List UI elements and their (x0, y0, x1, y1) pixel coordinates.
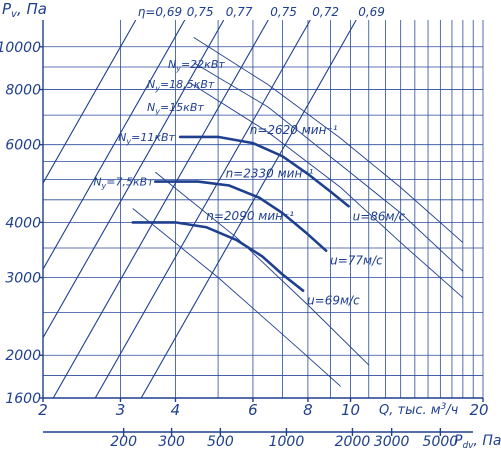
y-tick-label: 10000 (0, 40, 41, 56)
pdv-tick-label: 3000 (374, 434, 410, 450)
efficiency-label: 0,77 (226, 5, 253, 19)
x-tick-label: 2 (38, 401, 48, 419)
power-arc (189, 82, 464, 299)
pdv-tick-label: 2000 (335, 434, 371, 450)
efficiency-label: η=0,69 (138, 5, 182, 19)
x-tick-label: 8 (303, 401, 313, 419)
efficiency-line (94, 20, 311, 398)
x-tick-label: 3 (116, 401, 126, 419)
pdv-tick-label: 200 (110, 434, 137, 450)
power-label: Nу=15кВт (147, 101, 204, 116)
efficiency-line (43, 20, 186, 271)
pressure-curve-2 (154, 180, 328, 252)
x-axis-title: Q, тыс. м3/ч (379, 402, 459, 418)
x-tick-label: 4 (171, 401, 181, 419)
power-label: Nу=18,5кВт (147, 78, 215, 93)
efficiency-label: 0,75 (187, 5, 214, 19)
x-tick-label: 10 (341, 401, 360, 419)
pressure-curves (131, 135, 350, 292)
power-arc (193, 62, 464, 272)
efficiency-lines (43, 20, 357, 398)
pdv-tick-label: 500 (207, 434, 234, 450)
power-arc (132, 208, 342, 387)
speed-rpm-label: n=2090 мин⁻¹ (206, 209, 294, 223)
power-label: Nу=7,5кВт (93, 176, 154, 191)
power-label: Nу=11кВт (118, 131, 175, 146)
y-tick-label: 3000 (5, 271, 41, 287)
pdv-tick-label: 1000 (269, 434, 305, 450)
power-arc (193, 37, 464, 243)
pdv-axis-title: Pdv, Па (454, 433, 501, 450)
speed-rpm-label: n=2620 мин⁻¹ (250, 123, 338, 137)
efficiency-line (43, 20, 137, 185)
pdv-tick-label: 300 (158, 434, 185, 450)
efficiency-line (140, 20, 357, 398)
tip-speed-label: u=77м/с (330, 254, 383, 268)
labels: 2 3 4 6 8 10 201600200030004000600080001000020… (0, 5, 489, 450)
y-tick-label: 6000 (5, 138, 41, 154)
y-tick-label: 4000 (5, 215, 41, 231)
grid (42, 20, 484, 399)
efficiency-label: 0,69 (358, 5, 385, 19)
x-tick-label: 6 (248, 401, 258, 419)
efficiency-label: 0,75 (270, 5, 297, 19)
y-tick-label: 8000 (5, 83, 41, 99)
power-label: Nу=22кВт (168, 58, 225, 73)
efficiency-label: 0,72 (312, 5, 339, 19)
pdv-tick-label: 5000 (423, 434, 459, 450)
x-tick-label: 20 (469, 401, 488, 419)
pressure-curve-3 (131, 221, 305, 292)
power-arc (155, 171, 370, 366)
tip-speed-label: u=86м/с (353, 209, 406, 223)
speed-rpm-label: n=2330 мин⁻¹ (226, 167, 314, 181)
efficiency-line (52, 20, 269, 398)
y-tick-label: 1600 (5, 391, 41, 407)
y-axis-title: Pv, Па (2, 0, 47, 20)
efficiency-line (43, 20, 225, 339)
tip-speed-label: u=69м/с (307, 294, 360, 308)
axes (39, 20, 484, 436)
y-tick-label: 2000 (5, 348, 41, 364)
power-lines (132, 37, 464, 387)
pressure-curve-1 (178, 135, 350, 208)
